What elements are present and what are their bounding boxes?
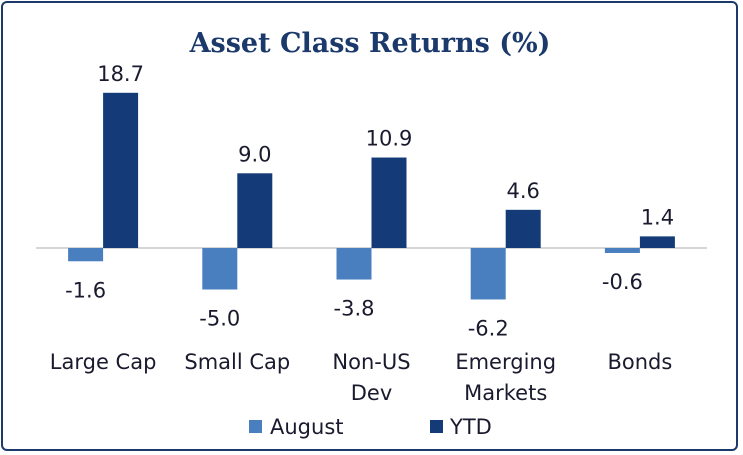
data-label-august-0: -1.6 <box>65 278 106 302</box>
bar-august-3 <box>470 248 506 300</box>
data-label-august-3: -6.2 <box>468 316 509 340</box>
bar-ytd-1 <box>237 173 273 248</box>
legend-swatch-ytd <box>430 420 443 433</box>
category-label-0: Large Cap <box>50 350 157 374</box>
bar-ytd-4 <box>639 236 675 248</box>
category-label-4: Bonds <box>607 350 672 374</box>
legend-label-august: August <box>270 415 344 439</box>
chart-title: Asset Class Returns (%) <box>189 28 551 59</box>
legend-swatch-august <box>249 420 262 433</box>
bar-august-4 <box>604 248 640 253</box>
bar-ytd-2 <box>371 157 407 248</box>
plot-area: -1.6 18.7 Large Cap -5.0 9.0 Small Cap -3.8 10.… <box>36 62 707 405</box>
data-label-ytd-0: 18.7 <box>97 62 144 86</box>
data-label-august-1: -5.0 <box>199 307 240 331</box>
data-label-ytd-3: 4.6 <box>506 179 539 203</box>
category-label-3: Emerging Markets <box>455 350 556 405</box>
bar-august-0 <box>68 248 104 262</box>
data-label-august-2: -3.8 <box>334 297 375 321</box>
data-label-august-4: -0.6 <box>602 270 643 294</box>
bar-ytd-3 <box>505 209 541 248</box>
data-label-ytd-1: 9.0 <box>238 142 271 166</box>
category-label-2: Non-US Dev <box>332 350 410 405</box>
bar-august-2 <box>336 248 372 280</box>
category-label-1: Small Cap <box>184 350 290 374</box>
bar-ytd-0 <box>103 92 139 248</box>
legend: August YTD <box>249 415 492 439</box>
data-label-ytd-2: 10.9 <box>366 127 413 151</box>
legend-label-ytd: YTD <box>449 415 492 439</box>
bar-august-1 <box>202 248 238 290</box>
data-label-ytd-4: 1.4 <box>641 205 674 229</box>
